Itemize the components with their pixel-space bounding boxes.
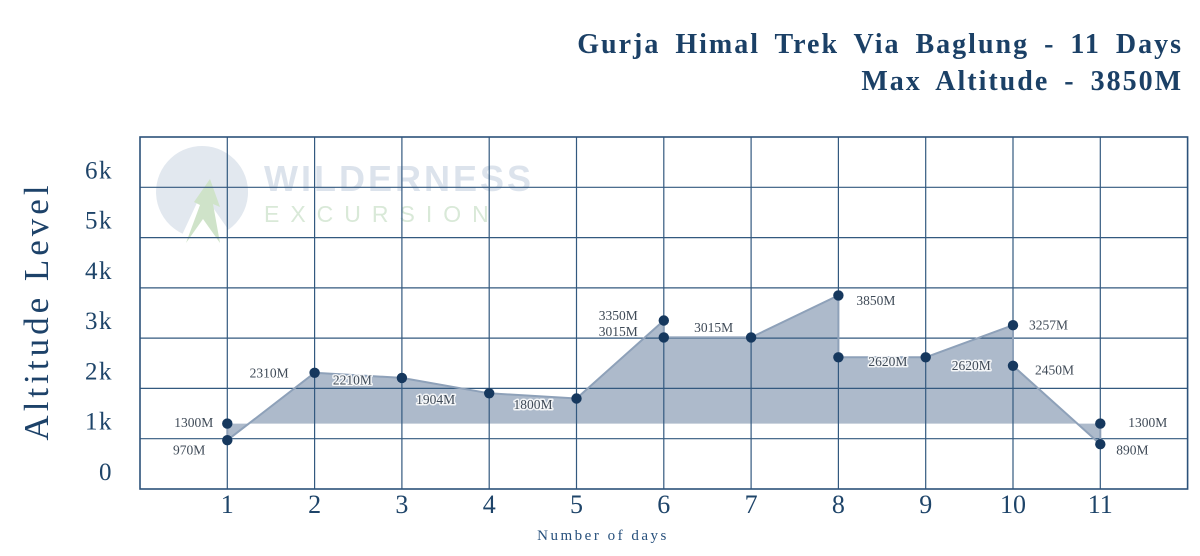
data-point-label-day1-970m: 970M	[173, 443, 205, 458]
x-tick-label-10: 10	[1000, 490, 1026, 519]
data-point-label-day10-2450m: 2450M	[1035, 362, 1074, 377]
data-point-marker-day4-1904m	[484, 388, 495, 399]
data-point-marker-day10-2450m	[1007, 360, 1019, 371]
chart-title-line2: Max Altitude - 3850M	[861, 66, 1183, 97]
data-point-label-day11-1300m: 1300M	[1128, 415, 1167, 430]
x-axis-title: Number of days	[537, 528, 669, 544]
y-axis-title: Altitude Level	[17, 181, 56, 441]
data-point-label-day2-2310m: 2310M	[250, 365, 289, 380]
data-point-label-day5-1800m: 1800M	[513, 397, 552, 412]
plot-border	[139, 136, 1189, 490]
data-point-label-day3-2210m: 2210M	[333, 372, 372, 387]
chart-title: Gurja Himal Trek Via Baglung - 11 Days M…	[577, 26, 1183, 100]
x-tick-label-6: 6	[657, 490, 670, 519]
x-tick-label-1: 1	[221, 490, 234, 519]
data-point-marker-day6-3350m	[658, 315, 669, 326]
x-tick-label-2: 2	[308, 490, 321, 519]
data-point-marker-day6-3015m	[658, 332, 669, 343]
data-point-marker-day9-2620m	[920, 352, 931, 363]
data-point-label-day6-3015m: 3015M	[599, 324, 638, 339]
data-point-marker-day7-3015m	[745, 332, 757, 343]
watermark-brand-name: WILDERNESS	[264, 158, 535, 199]
x-tick-label-4: 4	[483, 490, 496, 519]
x-tick-label-8: 8	[832, 490, 845, 519]
y-tick-label-3k: 3k	[85, 308, 113, 335]
y-tick-label-5k: 5k	[85, 208, 113, 235]
data-point-marker-day5-1800m	[571, 393, 582, 404]
y-tick-label-4k: 4k	[85, 258, 113, 285]
watermark-text: WILDERNESS EXCURSION	[264, 145, 535, 227]
data-point-label-day8-2620m: 2620M	[868, 354, 907, 369]
x-tick-label-9: 9	[919, 490, 932, 519]
wilderness-excursion-logo-icon	[156, 146, 249, 243]
watermark-brand-subtitle: EXCURSION	[264, 201, 500, 227]
altitude-line	[226, 294, 1102, 446]
x-tick-label-7: 7	[745, 490, 758, 519]
logo-arch-shape	[156, 146, 249, 234]
data-point-label-day11-890m: 890M	[1116, 443, 1148, 458]
y-tick-label-1k: 1k	[85, 409, 113, 436]
data-point-label-day10-3257m: 3257M	[1029, 318, 1068, 333]
y-tick-label-2k: 2k	[85, 358, 113, 385]
watermark: WILDERNESS EXCURSION	[150, 145, 534, 245]
data-point-label-day6-3350m: 3350M	[599, 308, 638, 323]
data-point-marker-day8-3850m	[833, 290, 844, 301]
data-point-label-day4-1904m: 1904M	[416, 392, 455, 407]
y-tick-label-6k: 6k	[85, 157, 113, 184]
data-point-marker-day11-1300m	[1095, 418, 1106, 429]
data-point-label-day8-3850m: 3850M	[856, 293, 895, 308]
data-point-marker-day11-890m	[1095, 439, 1106, 450]
x-tick-label-3: 3	[395, 490, 408, 519]
data-point-marker-day10-3257m	[1007, 320, 1019, 331]
data-point-marker-day2-2310m	[309, 367, 320, 378]
logo-arrow-shape	[186, 179, 220, 243]
x-tick-label-5: 5	[570, 490, 583, 519]
data-point-label-day7-3015m: 3015M	[694, 320, 733, 335]
chart-title-line1: Gurja Himal Trek Via Baglung - 11 Days	[577, 29, 1183, 60]
data-point-marker-day8-2620m	[833, 352, 844, 363]
data-point-marker-day3-2210m	[396, 372, 408, 384]
y-tick-label-0: 0	[99, 459, 113, 486]
data-point-marker-day1-1300m	[222, 418, 233, 429]
data-point-marker-day1-970m	[222, 435, 233, 446]
data-point-label-day9-2620m: 2620M	[952, 358, 991, 373]
x-tick-label-11: 11	[1088, 490, 1113, 519]
data-point-label-day1-1300m: 1300M	[174, 415, 213, 430]
